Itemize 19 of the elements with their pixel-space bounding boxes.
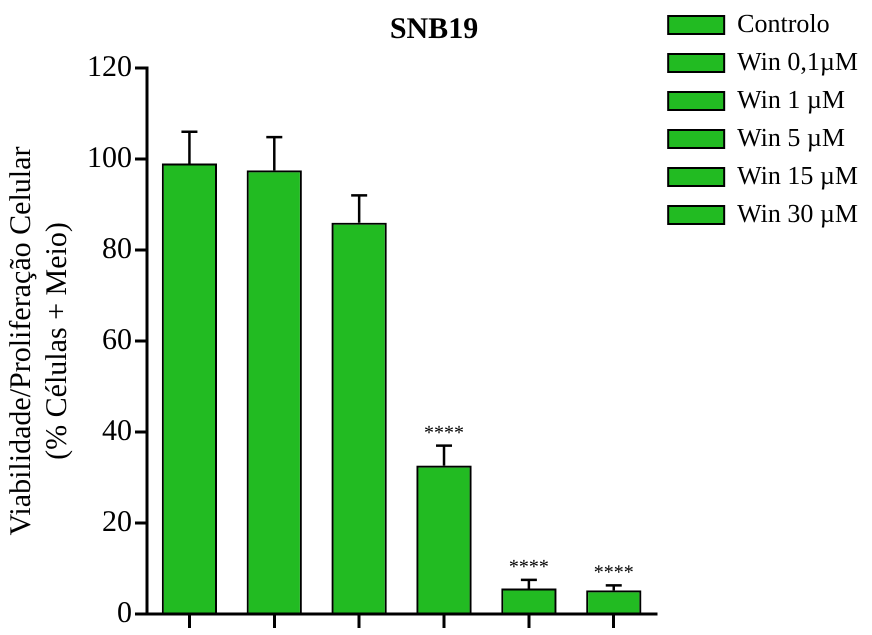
legend-label: Win 30 µM	[737, 198, 858, 228]
legend-label: Controlo	[737, 8, 830, 38]
data-label: ****	[424, 422, 464, 444]
text: Viabilidade/Proliferação Celular	[4, 146, 37, 536]
y-tick-label: 40	[102, 414, 132, 447]
data-label: ****	[594, 562, 634, 584]
legend-label: Win 5 µM	[737, 122, 846, 152]
y-tick-label: 20	[102, 504, 132, 538]
data-label: ****	[508, 556, 549, 578]
y-tick-label: 60	[102, 322, 132, 356]
legend-label: Win 15 µM	[737, 160, 858, 190]
chart-title: SNB19	[390, 12, 478, 45]
legend-label: Win 1 µM	[737, 84, 846, 114]
legend-label: Win 0,1µM	[737, 46, 858, 76]
y-tick-label: 0	[117, 596, 132, 629]
y-tick-label: 100	[87, 140, 132, 174]
y-tick-label: 80	[102, 232, 132, 265]
text: (% Células + Meio)	[40, 222, 73, 460]
y-tick-label: 120	[87, 50, 132, 83]
